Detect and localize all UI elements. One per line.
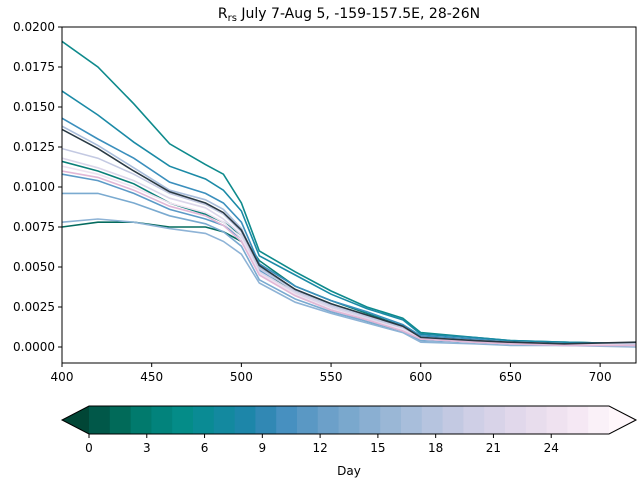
- colorbar-segment: [255, 406, 277, 434]
- colorbar-tick-label: 21: [486, 441, 501, 455]
- series-line-4: [62, 117, 636, 345]
- colorbar-segment: [421, 406, 444, 434]
- colorbar-segment: [276, 406, 298, 434]
- y-tick-label: 0.0075: [13, 220, 55, 234]
- series-line-6: [62, 192, 636, 347]
- colorbar-segment: [109, 406, 132, 434]
- colorbar-tick-label: 18: [428, 441, 443, 455]
- y-tick-label: 0.0175: [13, 60, 55, 74]
- colorbar-segment: [338, 406, 360, 434]
- colorbar-extend-high: [609, 406, 636, 434]
- series-line-5: [62, 173, 636, 347]
- chart-title-subscript: rs: [228, 13, 237, 24]
- y-tick-label: 0.0125: [13, 140, 55, 154]
- colorbar-segment: [588, 406, 610, 434]
- colorbar-tick-label: 9: [259, 441, 267, 455]
- colorbar-segment: [234, 406, 256, 434]
- colorbar-segment: [525, 406, 548, 434]
- colorbar-segment: [484, 406, 506, 434]
- colorbar-segment: [172, 406, 194, 434]
- series-layer: [62, 40, 636, 348]
- x-tick-label: 700: [589, 370, 612, 384]
- colorbar-segment: [359, 406, 381, 434]
- y-tick-label: 0.0150: [13, 100, 55, 114]
- colorbar-tick-label: 0: [85, 441, 93, 455]
- y-tick-label: 0.0100: [13, 180, 55, 194]
- x-axis: 400 450 500 550 600 650 700: [51, 363, 612, 384]
- colorbar-segment: [380, 406, 402, 434]
- colorbar: 0 3 6 9 12 15 18 21 24: [60, 405, 638, 455]
- chart-title-main: R: [218, 6, 228, 22]
- plot-frame: [61, 26, 637, 364]
- colorbar-tick-label: 3: [143, 441, 151, 455]
- series-line-12: [62, 170, 636, 347]
- colorbar-segment: [297, 406, 319, 434]
- chart-title-rest: July 7-Aug 5, -159-157.5E, 28-26N: [237, 6, 480, 22]
- colorbar-tick-label: 6: [201, 441, 209, 455]
- colorbar-segment: [151, 406, 173, 434]
- series-line-7: [62, 218, 636, 348]
- colorbar-segment: [442, 406, 464, 434]
- colorbar-tick-label: 12: [312, 441, 327, 455]
- x-tick-label: 500: [230, 370, 253, 384]
- colorbar-segment: [213, 406, 236, 434]
- colorbar-segment: [130, 406, 152, 434]
- colorbar-segment: [317, 406, 340, 434]
- x-tick-label: 650: [499, 370, 522, 384]
- y-tick-label: 0.0050: [13, 260, 55, 274]
- y-tick-label: 0.0000: [13, 340, 55, 354]
- y-axis: 0.0000 0.0025 0.0050 0.0075 0.0100 0.0125 0.01…: [13, 20, 62, 354]
- colorbar-segment: [546, 406, 568, 434]
- colorbar-segment: [89, 406, 111, 434]
- x-tick-label: 600: [409, 370, 432, 384]
- x-tick-label: 400: [51, 370, 74, 384]
- colorbar-tick-label: 24: [544, 441, 559, 455]
- series-line-0: [62, 221, 636, 345]
- chart-title: Rrs July 7-Aug 5, -159-157.5E, 28-26N: [218, 6, 480, 24]
- y-tick-label: 0.0200: [13, 20, 55, 34]
- colorbar-segment: [193, 406, 215, 434]
- series-line-3: [62, 90, 636, 345]
- colorbar-extend-low: [62, 406, 89, 434]
- colorbar-segment: [567, 406, 589, 434]
- series-line-13: [62, 128, 636, 345]
- y-tick-label: 0.0025: [13, 300, 55, 314]
- colorbar-segment: [401, 406, 423, 434]
- x-tick-label: 450: [140, 370, 163, 384]
- colorbar-outline: [60, 405, 638, 435]
- x-tick-label: 550: [320, 370, 343, 384]
- colorbar-segment: [463, 406, 485, 434]
- colorbar-tick-label: 15: [370, 441, 385, 455]
- colorbar-segment: [505, 406, 527, 434]
- colorbar-label: Day: [337, 464, 361, 478]
